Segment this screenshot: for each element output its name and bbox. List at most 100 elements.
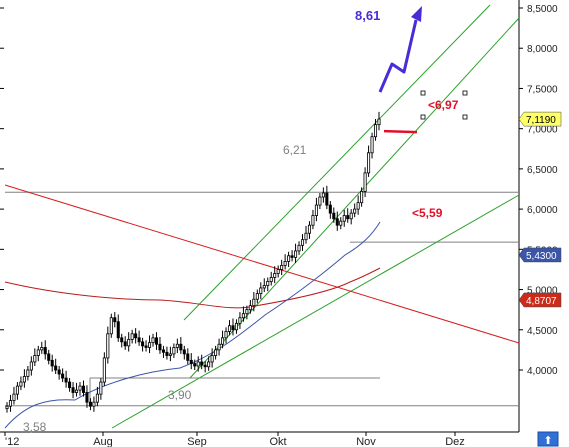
candle-up — [207, 361, 211, 368]
candle-down — [179, 343, 183, 351]
candle-down — [57, 369, 61, 375]
zoom-icon[interactable]: ⬆ — [543, 434, 552, 447]
candle-up — [19, 381, 23, 387]
candle-up — [349, 212, 353, 220]
candle-up — [248, 305, 252, 311]
y-tick-label: 7,5000 — [527, 84, 558, 95]
candle-down — [61, 373, 65, 379]
annotation-label: 3,90 — [168, 388, 192, 402]
candle-up — [314, 204, 318, 216]
candle-up — [221, 337, 225, 345]
candle-up — [172, 347, 176, 355]
x-tick-label: Sep — [187, 436, 207, 447]
candle-down — [141, 341, 145, 347]
candle-up — [5, 405, 9, 410]
candle-down — [203, 364, 207, 368]
candle-up — [311, 215, 315, 226]
candle-down — [123, 341, 127, 347]
stop-line-6-97 — [383, 129, 418, 134]
candle-up — [294, 250, 298, 258]
candle-down — [290, 255, 294, 258]
y-tick-label: 8,0000 — [527, 44, 558, 55]
candle-down — [64, 377, 68, 383]
candle-up — [12, 393, 16, 401]
price-badge-label: 7,1190 — [526, 115, 556, 126]
candle-down — [165, 351, 169, 356]
price-badge — [518, 111, 562, 127]
candle-up — [304, 232, 308, 241]
candle-down — [71, 387, 75, 393]
candle-up — [36, 349, 40, 356]
candle-up — [102, 357, 106, 383]
price-badges: 7,1190 5,4300 4,8707 — [518, 111, 562, 308]
scroll-button[interactable]: ⬆ — [537, 431, 559, 447]
candle-down — [116, 321, 120, 339]
annotation-label: <6,97 — [428, 98, 459, 112]
candle-down — [161, 349, 165, 353]
candle-up — [92, 401, 96, 407]
candle-down — [47, 353, 51, 361]
annotation-label: <5,59 — [412, 206, 443, 220]
candle-up — [224, 330, 228, 339]
candle-up — [127, 339, 131, 347]
annotation-label: 6,21 — [283, 143, 307, 157]
candle-up — [196, 361, 200, 367]
candle-down — [158, 343, 162, 351]
candle-down — [325, 192, 329, 206]
candle-up — [148, 342, 152, 348]
y-tick-label: 5,0000 — [527, 286, 558, 297]
candle-up — [210, 355, 214, 363]
candle-down — [328, 204, 332, 214]
candle-down — [144, 345, 148, 348]
candle-up — [15, 385, 19, 395]
candle-down — [134, 333, 138, 339]
candle-up — [297, 244, 301, 252]
candle-down — [54, 365, 58, 371]
candle-up — [373, 124, 378, 138]
candle-down — [137, 337, 141, 343]
candle-down — [50, 359, 54, 367]
y-axis: 4,00004,50005,00005,50006,00006,50007,00… — [0, 0, 558, 432]
y-tick-label: 4,5000 — [527, 326, 558, 337]
x-axis: '12 Aug Sep Okt Nov Dez — [0, 431, 519, 447]
candle-up — [321, 192, 325, 198]
selection-handle[interactable] — [420, 90, 426, 96]
channel-lower-line — [111, 194, 520, 429]
candle-up — [269, 277, 273, 282]
channel-upper-line — [183, 4, 491, 321]
candle-up — [29, 361, 33, 371]
y-tick-label: 6,0000 — [527, 205, 558, 216]
x-tick-label: '12 — [5, 436, 19, 447]
x-tick-label: Okt — [269, 436, 286, 447]
candle-up — [339, 220, 343, 226]
candle-up — [234, 322, 238, 331]
candle-down — [81, 385, 86, 393]
selection-markers — [420, 90, 468, 120]
candle-up — [255, 293, 259, 300]
candle-down — [88, 401, 92, 407]
candle-up — [106, 333, 110, 359]
candle-up — [266, 281, 270, 286]
x-tick-label: Dez — [445, 436, 465, 447]
annotations: 8,61 <6,97 6,21 <5,59 3,90 3,58 — [23, 8, 459, 434]
moving-averages — [4, 221, 381, 429]
candle-up — [342, 215, 346, 222]
price-badge — [518, 292, 562, 308]
selection-handle[interactable] — [462, 114, 468, 120]
candle-up — [245, 309, 249, 315]
candle-down — [113, 317, 117, 323]
candle-up — [175, 343, 179, 348]
projection-arrow — [378, 6, 422, 134]
candle-up — [367, 152, 371, 174]
scroll-button-box[interactable] — [537, 431, 559, 447]
price-badge-label: 5,4300 — [526, 251, 557, 262]
projection-path — [378, 19, 418, 93]
candle-up — [252, 298, 256, 307]
candle-up — [168, 353, 172, 356]
candle-up — [238, 317, 242, 324]
selection-handle[interactable] — [420, 114, 426, 120]
price-badge — [518, 247, 562, 263]
candle-up — [78, 385, 82, 391]
selection-handle[interactable] — [462, 90, 468, 96]
candle-down — [231, 325, 235, 331]
